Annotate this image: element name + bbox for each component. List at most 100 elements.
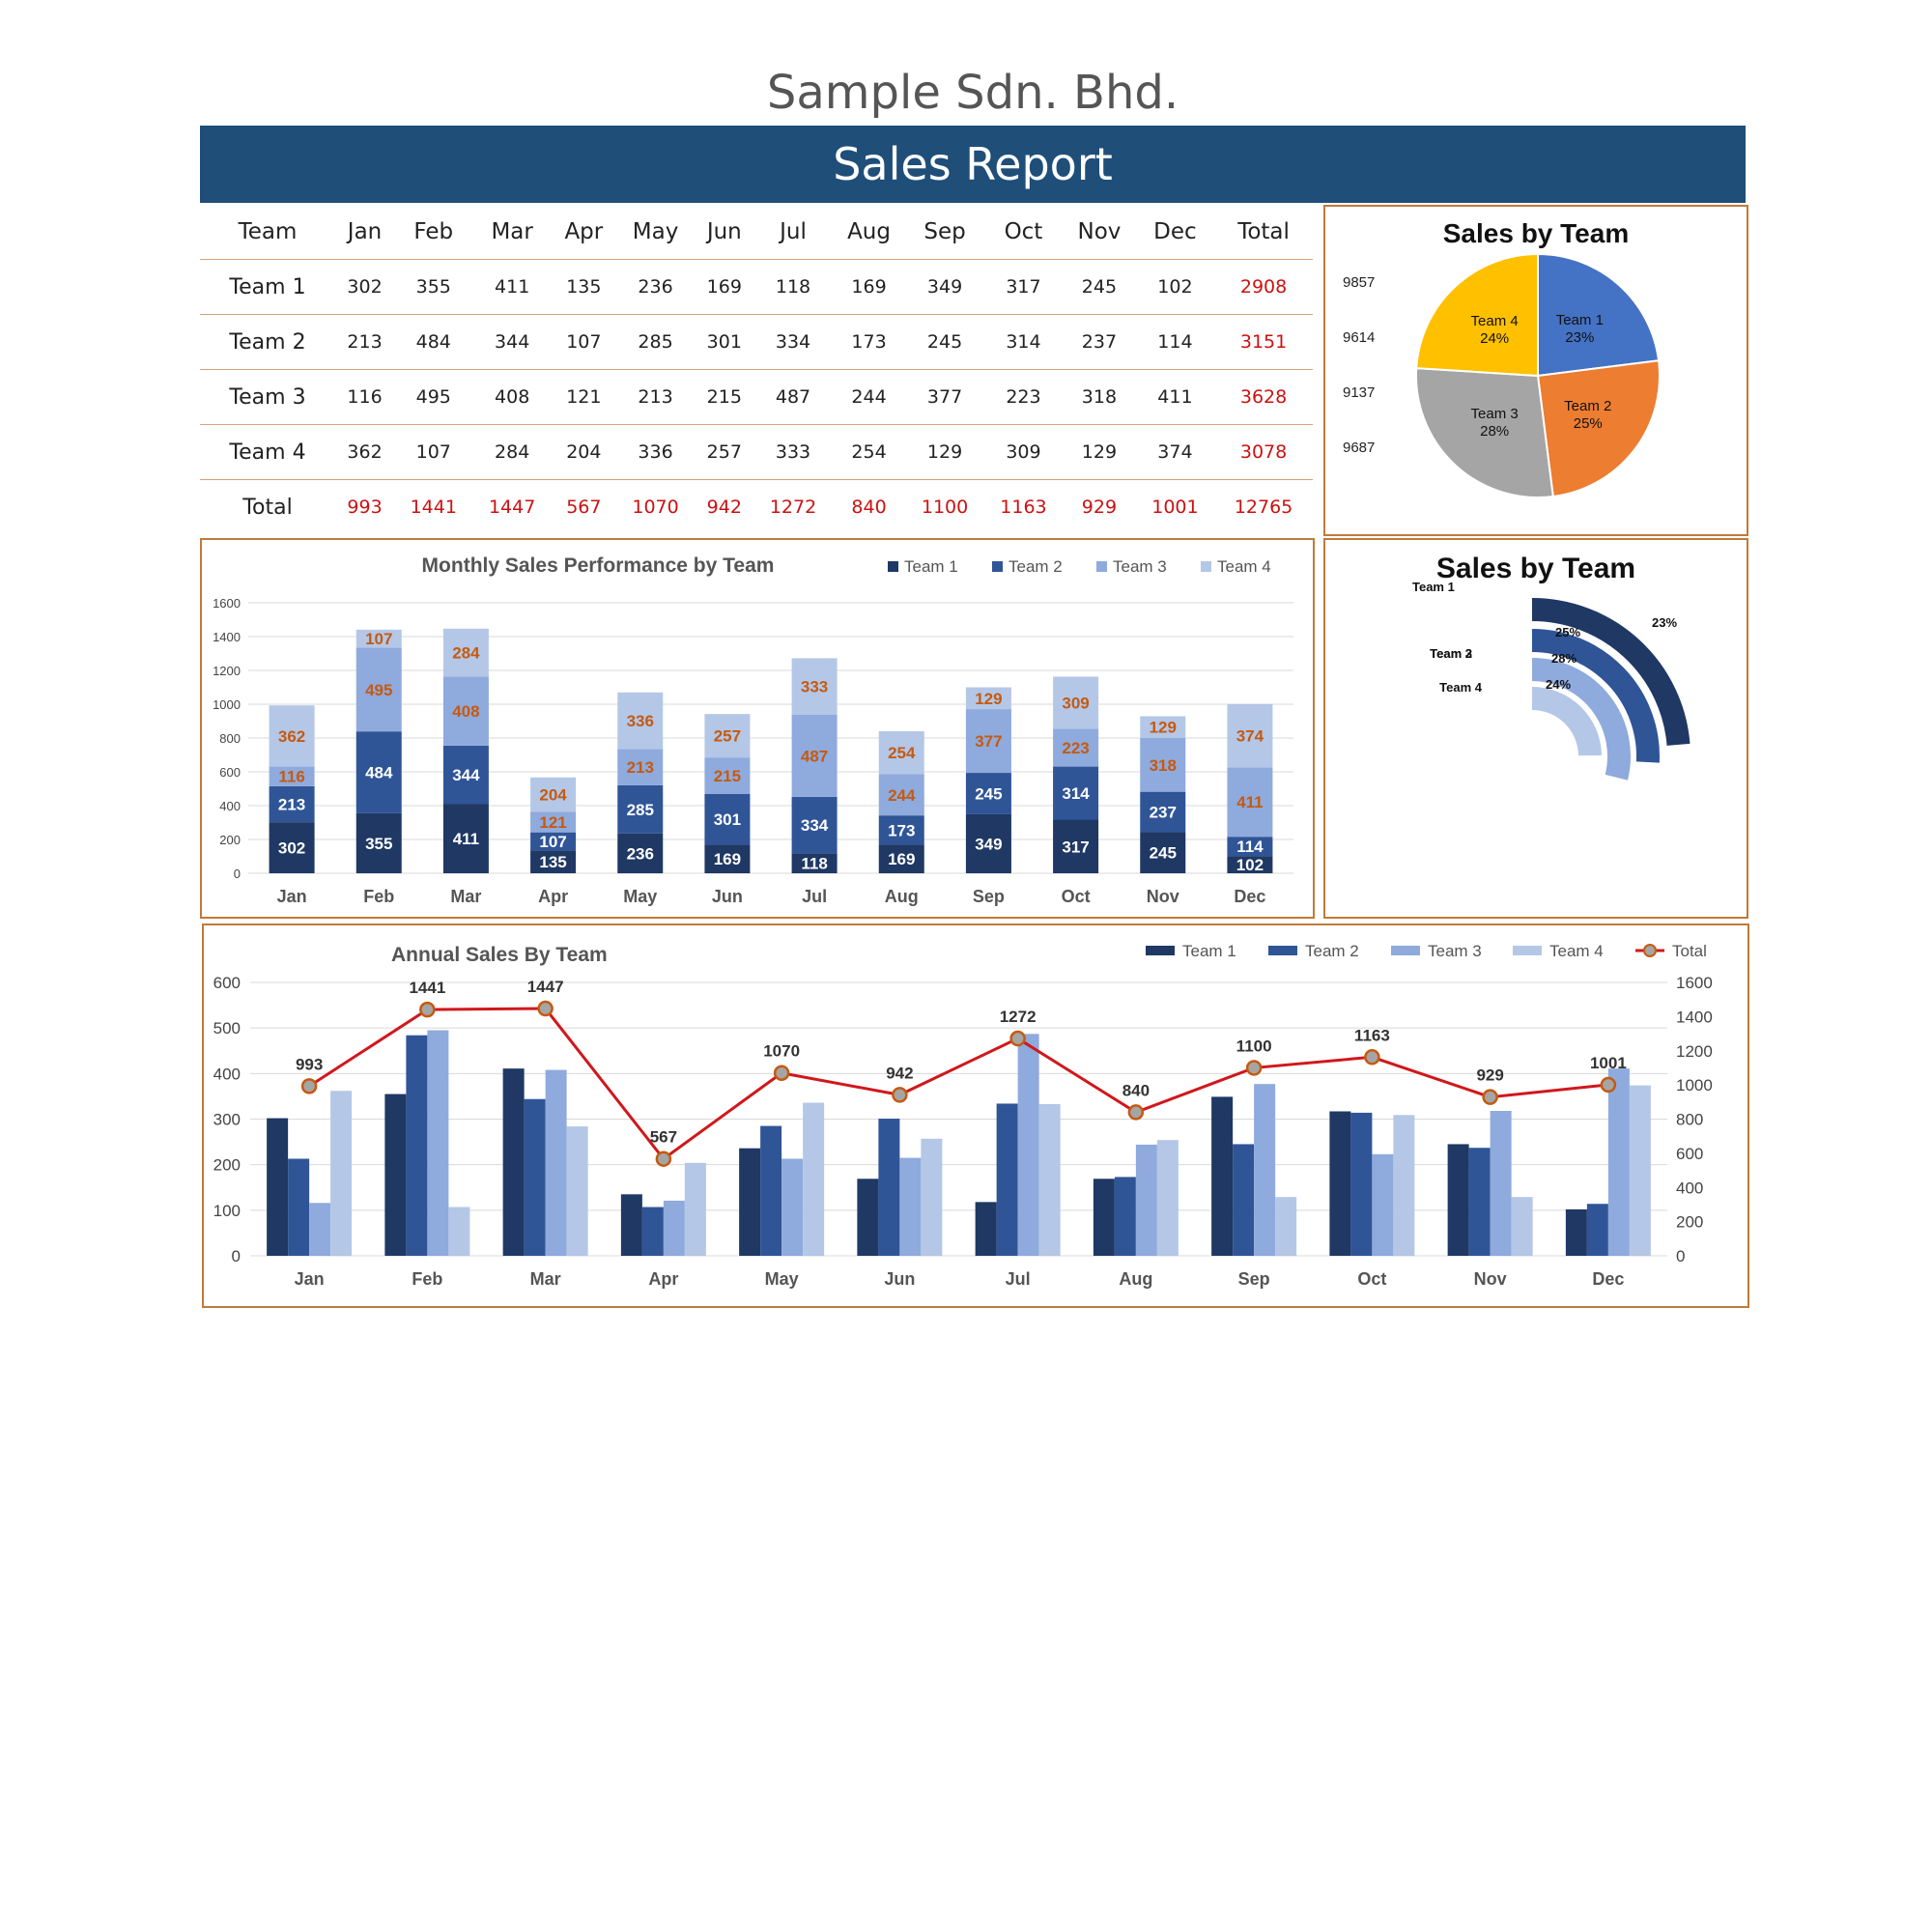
- legend-label: Total: [1672, 942, 1707, 960]
- col-header-aug: Aug: [847, 219, 891, 244]
- combo-bar: [760, 1125, 782, 1256]
- table-row: Team 3 116 495 408 121 213 215 487 244 377 223 318 4…: [200, 369, 1313, 425]
- x-tick-label: Aug: [885, 887, 919, 906]
- x-tick-label: Jun: [884, 1269, 915, 1289]
- stack-data-label: 245: [975, 784, 1002, 803]
- y-tick-label: 0: [234, 867, 241, 881]
- total-data-label: 993: [296, 1055, 323, 1073]
- x-tick-label: Nov: [1147, 887, 1179, 906]
- combo-bar: [1017, 1034, 1039, 1256]
- table-cell: 301: [695, 314, 754, 370]
- col-header-may: May: [632, 219, 679, 244]
- table-cell: 334: [753, 314, 833, 370]
- table-cell: 362: [335, 424, 395, 480]
- table-cell: 349: [905, 259, 984, 315]
- total-data-label: 567: [650, 1128, 677, 1147]
- pie-slice-name: Team 4: [1471, 313, 1519, 329]
- x-tick-label: Dec: [1234, 887, 1265, 906]
- total-point: [300, 1078, 318, 1094]
- table-cell: 993: [335, 479, 395, 534]
- stack-data-label: 411: [1236, 793, 1263, 811]
- col-header-jun: Jun: [706, 219, 742, 244]
- stack-bar-segment: [617, 784, 664, 834]
- combo-bar: [1350, 1112, 1373, 1256]
- combo-bar: [309, 1203, 331, 1256]
- y-tick-label: 1600: [213, 596, 241, 611]
- combo-bar: [1629, 1085, 1651, 1256]
- col-header-jan: Jan: [347, 219, 383, 244]
- legend-swatch: [1513, 946, 1542, 955]
- stack-bar-segment: [1140, 738, 1186, 792]
- y-tick-label: 1200: [213, 664, 241, 678]
- stack-bar-segment: [617, 833, 664, 873]
- legend-label: Team 1: [1182, 942, 1236, 960]
- y-tick-label: 300: [213, 1111, 241, 1129]
- table-cell: 302: [335, 259, 395, 315]
- legend-swatch: [1391, 946, 1420, 955]
- table-cell: 929: [1063, 479, 1136, 534]
- stack-data-label: 204: [539, 786, 567, 805]
- x-tick-label: Apr: [538, 887, 568, 906]
- radial-item-name: Team 4: [1439, 680, 1483, 695]
- table-body: Team 1 302 355 411 135 236 169 118 169 349 317 245 1…: [200, 259, 1313, 534]
- table-cell: 318: [1063, 369, 1136, 425]
- stack-bar-segment: [791, 853, 838, 873]
- pie-side-value: 9687: [1343, 440, 1375, 456]
- y-tick-label: 400: [219, 799, 241, 813]
- radial-item-name: Team 2: [1430, 646, 1472, 661]
- x-tick-label: May: [765, 1269, 799, 1289]
- row-total: 3628: [1214, 369, 1313, 425]
- x-tick-label: Jul: [802, 887, 827, 906]
- total-point: [1127, 1104, 1145, 1121]
- y2-tick-label: 1400: [1676, 1008, 1713, 1026]
- table-cell: 1272: [753, 479, 833, 534]
- x-tick-label: Feb: [363, 887, 394, 906]
- legend-swatch: [1268, 946, 1297, 955]
- table-cell: 309: [983, 424, 1064, 480]
- table-cell: 344: [472, 314, 552, 370]
- table-cell: 204: [551, 424, 616, 480]
- table-cell: 102: [1135, 259, 1215, 315]
- table-cell: 284: [472, 424, 552, 480]
- radial-bar: [1531, 598, 1690, 747]
- x-tick-label: Mar: [530, 1269, 561, 1289]
- stack-data-label: 213: [627, 758, 654, 777]
- table-cell: 1001: [1135, 479, 1215, 534]
- y-tick-label: 100: [213, 1202, 241, 1220]
- stack-bar-segment: [269, 766, 315, 786]
- x-tick-label: Mar: [450, 887, 481, 906]
- stack-bar-segment: [1140, 832, 1186, 873]
- table-cell: 1441: [394, 479, 473, 534]
- y2-tick-label: 0: [1676, 1247, 1685, 1265]
- stack-bar-segment: [1227, 837, 1273, 857]
- y-tick-label: 1400: [213, 630, 241, 644]
- stack-data-label: 102: [1236, 856, 1264, 874]
- stack-data-label: 302: [278, 839, 305, 858]
- combo-bar: [1607, 1068, 1630, 1256]
- stack-data-label: 314: [1062, 784, 1090, 803]
- x-tick-label: Oct: [1062, 887, 1091, 906]
- col-header-feb: Feb: [413, 219, 454, 244]
- pie-slice-name: Team 1: [1556, 312, 1604, 328]
- stack-bar-segment: [791, 796, 838, 854]
- combo-bar: [1135, 1144, 1157, 1256]
- legend-swatch: [992, 561, 1003, 572]
- row-total: 3151: [1214, 314, 1313, 370]
- stack-data-label: 484: [365, 764, 393, 782]
- total-data-label: 1001: [1590, 1054, 1627, 1072]
- table-cell: 484: [394, 314, 473, 370]
- combo-bar: [684, 1162, 706, 1256]
- total-point: [419, 1001, 436, 1018]
- combo-bar: [975, 1202, 997, 1256]
- pie-side-value: 9857: [1343, 274, 1375, 291]
- radial-bar: [1531, 687, 1602, 756]
- total-point: [1009, 1030, 1026, 1047]
- total-data-label: 942: [886, 1064, 913, 1082]
- stack-bar-segment: [442, 676, 489, 746]
- table-cell: 129: [905, 424, 984, 480]
- legend-swatch: [1201, 561, 1211, 572]
- stack-bar-segment: [530, 777, 577, 812]
- pie-side-value: 9137: [1343, 384, 1375, 401]
- stack-bar-segment: [442, 628, 489, 677]
- combo-bar: [739, 1148, 761, 1256]
